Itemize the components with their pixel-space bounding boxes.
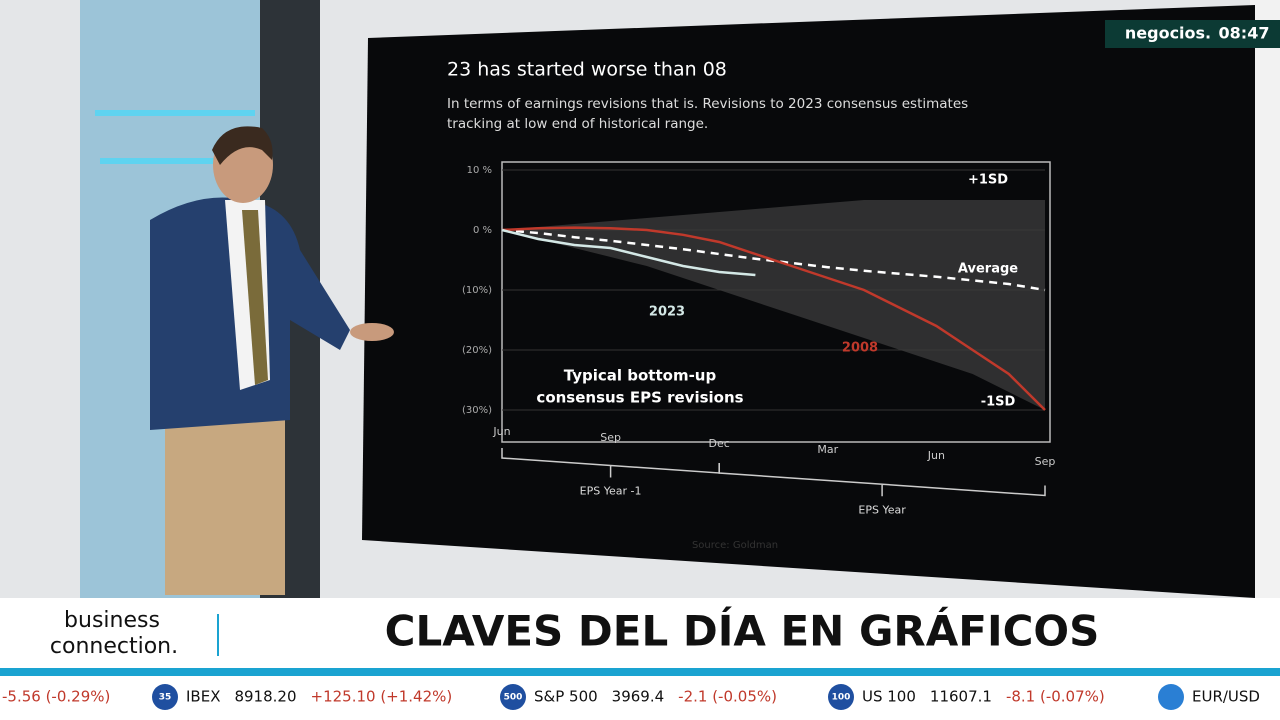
tie [242, 210, 268, 385]
hair [212, 126, 273, 165]
series-line [501, 228, 756, 277]
trousers [165, 395, 285, 595]
series-label: Average [958, 262, 1018, 277]
plot-frame [501, 161, 1051, 443]
x-tick-label: Jun [927, 449, 945, 462]
x-tick-label: Jun [492, 425, 510, 438]
channel-bug [1105, 20, 1280, 48]
annotation: Typical bottom-up [564, 367, 717, 385]
bracket-label: EPS Year -1 [580, 485, 642, 498]
ticker-badge [500, 684, 526, 710]
ticker-change: -8.1 (-0.07%) [1006, 688, 1105, 706]
lower-third [0, 598, 1280, 670]
x-tick-label: Sep [600, 431, 621, 444]
hand [350, 323, 394, 341]
band-label: +1SD [968, 173, 1008, 188]
channel-brand: negocios. [1125, 24, 1211, 43]
y-tick-label: 10 % [467, 165, 492, 176]
x-tick-label: Sep [1035, 455, 1056, 468]
series-label: 2023 [649, 305, 685, 320]
ticker-badge-label: 35 [159, 693, 172, 703]
ticker-change: +125.10 (+1.42%) [311, 688, 453, 706]
bracket-label: EPS Year [858, 503, 906, 516]
ticker-name: US 100 [862, 688, 916, 706]
ticker [0, 676, 1280, 720]
x-tick-label: Dec [709, 437, 730, 450]
series-line [501, 226, 1046, 411]
ticker-badge [152, 684, 178, 710]
light-strip [95, 110, 255, 116]
divider [217, 614, 219, 656]
chart-title: 23 has started worse than 08 [447, 59, 727, 81]
x-tick-label: Mar [817, 443, 838, 456]
y-tick-label: (20%) [462, 345, 492, 356]
y-tick-label: (10%) [462, 285, 492, 296]
bracket [718, 463, 1046, 497]
ticker-badge-label: 500 [504, 693, 523, 703]
ticker-change: -5.56 (-0.29%) [2, 688, 110, 706]
clock: 08:47 [1219, 24, 1270, 43]
ticker-price: 11607.1 [930, 688, 992, 706]
y-tick-label: 0 % [473, 225, 492, 236]
presenter [150, 126, 394, 595]
ticker-name: EUR/USD [1192, 688, 1260, 706]
y-tick-label: (30%) [462, 405, 492, 416]
ticker-badge-label: 100 [832, 693, 851, 703]
ticker-rule [0, 668, 1280, 676]
ticker-badge [828, 684, 854, 710]
ticker-items: -5.56 (-0.29%) 35 IBEX 8918.20 +125.10 (+1.4… [2, 684, 1260, 710]
chart: 23 has started worse than 08 In terms of … [447, 59, 1055, 552]
ticker-badge [1158, 684, 1184, 710]
chart-subtitle: In terms of earnings revisions that is. … [447, 96, 968, 112]
series-label: 2008 [842, 341, 878, 356]
ticker-change: -2.1 (-0.05%) [678, 688, 777, 706]
chart-subtitle: tracking at low end of historical range. [447, 116, 708, 132]
show-name: business [64, 608, 160, 633]
light-strip [100, 158, 250, 164]
chart-source: Source: Goldman [692, 540, 778, 551]
ticker-name: IBEX [186, 688, 220, 706]
ticker-price: 8918.20 [234, 688, 296, 706]
ticker-name: S&P 500 [534, 688, 598, 706]
ticker-price: 3969.4 [612, 688, 665, 706]
headline: CLAVES DEL DÍA EN GRÁFICOS [385, 606, 1100, 656]
show-name: connection. [50, 634, 178, 659]
annotation: consensus EPS revisions [536, 389, 743, 407]
band-label: -1SD [981, 395, 1016, 410]
sd-band [502, 200, 1045, 410]
